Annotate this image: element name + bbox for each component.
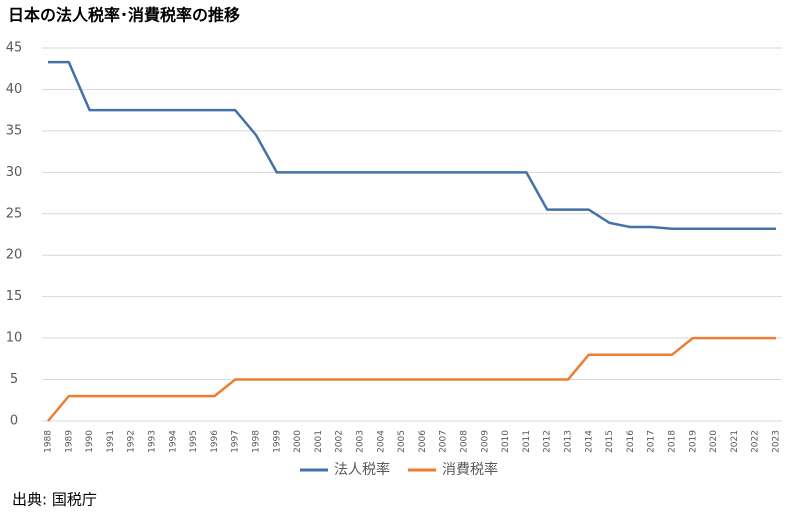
x-tick-label: 2022 xyxy=(751,430,761,453)
x-tick-label: 1989 xyxy=(64,430,74,453)
y-tick-label: 30 xyxy=(6,165,23,180)
x-tick-label: 2020 xyxy=(709,430,719,453)
y-tick-label: 40 xyxy=(6,82,23,97)
x-tick-label: 2016 xyxy=(626,430,636,453)
x-tick-label: 2005 xyxy=(397,430,407,453)
x-tick-label: 2003 xyxy=(356,430,366,453)
x-tick-label: 1994 xyxy=(168,430,178,453)
x-tick-label: 1999 xyxy=(272,430,282,453)
x-tick-label: 2023 xyxy=(772,430,782,453)
y-tick-label: 25 xyxy=(6,206,23,221)
x-tick-label: 1988 xyxy=(44,430,54,453)
x-tick-label: 2009 xyxy=(480,430,490,453)
x-tick-label: 1992 xyxy=(127,430,137,453)
x-tick-label: 1993 xyxy=(148,430,158,453)
chart-title: 日本の法人税率･消費税率の推移 xyxy=(8,6,240,25)
x-tick-label: 2015 xyxy=(605,430,615,453)
x-tick-label: 2019 xyxy=(688,430,698,453)
x-tick-label: 1998 xyxy=(252,430,262,453)
legend-label: 消費税率 xyxy=(442,461,498,478)
source-note: 出典: 国税庁 xyxy=(12,491,97,509)
y-tick-label: 15 xyxy=(6,289,23,304)
x-tick-label: 2021 xyxy=(730,430,740,453)
x-tick-label: 2017 xyxy=(647,430,657,453)
x-tick-label: 2001 xyxy=(314,430,324,453)
legend-label: 法人税率 xyxy=(334,461,390,478)
x-tick-label: 2006 xyxy=(418,430,428,453)
series-line xyxy=(48,60,776,230)
series-line xyxy=(47,336,776,422)
y-tick-label: 20 xyxy=(6,248,23,263)
x-tick-label: 2018 xyxy=(668,430,678,453)
x-tick-label: 1996 xyxy=(210,430,220,453)
x-tick-label: 2002 xyxy=(335,430,345,453)
x-tick-label: 2008 xyxy=(460,430,470,453)
x-tick-label: 2011 xyxy=(522,430,532,453)
x-tick-label: 1990 xyxy=(85,430,95,453)
x-tick-label: 2007 xyxy=(439,430,449,453)
y-tick-label: 45 xyxy=(6,41,23,56)
y-tick-label: 35 xyxy=(6,123,23,138)
x-tick-label: 1995 xyxy=(189,430,199,453)
x-tick-label: 1997 xyxy=(231,430,241,453)
x-tick-label: 2014 xyxy=(584,430,594,453)
x-tick-label: 2004 xyxy=(376,430,386,453)
y-tick-label: 5 xyxy=(10,372,18,387)
x-tick-label: 2010 xyxy=(501,430,511,453)
y-tick-label: 0 xyxy=(10,414,18,429)
x-tick-label: 2000 xyxy=(293,430,303,453)
x-tick-label: 2013 xyxy=(564,430,574,453)
y-tick-label: 10 xyxy=(6,331,23,346)
x-tick-label: 1991 xyxy=(106,430,116,453)
x-tick-label: 2012 xyxy=(543,430,553,453)
